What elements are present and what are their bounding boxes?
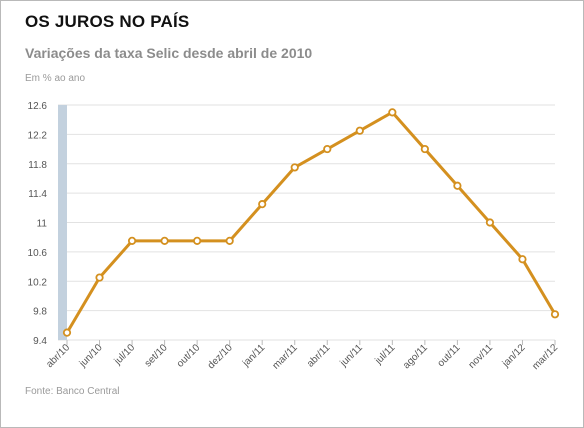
y-tick-label: 12.2 bbox=[28, 130, 48, 141]
data-point bbox=[388, 108, 397, 117]
source-note: Fonte: Banco Central bbox=[25, 386, 120, 397]
x-tick-label: mar/11 bbox=[271, 342, 301, 372]
x-tick-label: dez/10 bbox=[206, 342, 235, 371]
data-point bbox=[550, 310, 560, 319]
x-tick-label: out/11 bbox=[436, 342, 463, 369]
x-tick-label: abr/10 bbox=[44, 342, 72, 370]
data-point bbox=[160, 236, 169, 245]
x-tick-label: jul/11 bbox=[373, 342, 398, 367]
x-tick-label: mar/12 bbox=[530, 342, 560, 372]
data-point bbox=[225, 236, 234, 245]
x-tick-label: jan/12 bbox=[500, 342, 528, 370]
x-tick-label: jul/10 bbox=[112, 342, 138, 368]
x-tick-label: out/10 bbox=[175, 342, 203, 370]
y-axis-band bbox=[58, 105, 67, 340]
data-point bbox=[95, 273, 104, 282]
x-tick-label: jun/11 bbox=[338, 342, 366, 370]
chart-subtitle: Variações da taxa Selic desde abril de 2… bbox=[25, 45, 313, 61]
x-tick-label: abr/11 bbox=[305, 342, 333, 370]
data-point bbox=[62, 328, 72, 337]
x-tick-label: ago/11 bbox=[401, 342, 430, 371]
y-tick-label: 11.8 bbox=[28, 160, 47, 171]
data-point bbox=[258, 200, 267, 209]
data-point bbox=[290, 163, 299, 172]
x-tick-label: set/10 bbox=[143, 342, 170, 369]
y-tick-label: 9.4 bbox=[33, 336, 47, 347]
y-tick-label: 11 bbox=[37, 219, 48, 230]
x-tick-label: nov/11 bbox=[467, 342, 496, 371]
x-tick-label: jan/11 bbox=[240, 342, 268, 370]
y-tick-label: 9.8 bbox=[33, 307, 47, 318]
y-axis-label: Em % ao ano bbox=[25, 73, 86, 84]
y-tick-label: 11.4 bbox=[28, 189, 47, 200]
data-point bbox=[355, 126, 364, 135]
y-tick-label: 12.6 bbox=[28, 101, 48, 112]
data-point bbox=[127, 236, 137, 245]
x-tick-label: jun/10 bbox=[77, 342, 105, 370]
data-point bbox=[485, 218, 495, 227]
data-point bbox=[518, 255, 527, 264]
series-line bbox=[65, 110, 557, 334]
data-point bbox=[420, 144, 429, 154]
y-tick-label: 10.2 bbox=[28, 277, 48, 288]
data-point bbox=[193, 236, 202, 245]
data-point bbox=[323, 144, 332, 154]
chart-title: OS JUROS NO PAÍS bbox=[25, 12, 190, 31]
data-point bbox=[453, 181, 462, 190]
y-tick-label: 10.6 bbox=[28, 248, 48, 259]
